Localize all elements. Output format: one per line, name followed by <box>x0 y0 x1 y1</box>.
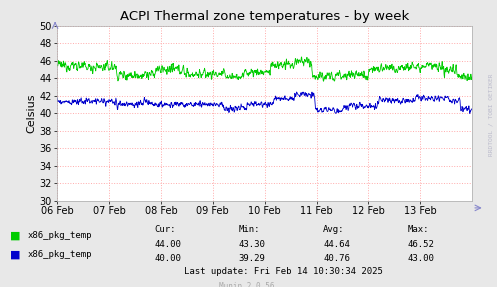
Text: 43.00: 43.00 <box>408 254 434 263</box>
Text: 40.76: 40.76 <box>323 254 350 263</box>
Text: 46.52: 46.52 <box>408 240 434 249</box>
Y-axis label: Celsius: Celsius <box>26 94 36 133</box>
Text: Munin 2.0.56: Munin 2.0.56 <box>219 282 274 287</box>
Text: 44.00: 44.00 <box>154 240 181 249</box>
Text: Cur:: Cur: <box>154 225 175 234</box>
Text: RRDTOOL / TOBI OETIKER: RRDTOOL / TOBI OETIKER <box>489 73 494 156</box>
Text: Max:: Max: <box>408 225 429 234</box>
Text: Last update: Fri Feb 14 10:30:34 2025: Last update: Fri Feb 14 10:30:34 2025 <box>184 267 383 276</box>
Text: Min:: Min: <box>239 225 260 234</box>
Text: 43.30: 43.30 <box>239 240 265 249</box>
Text: Avg:: Avg: <box>323 225 344 234</box>
Text: 44.64: 44.64 <box>323 240 350 249</box>
Text: 40.00: 40.00 <box>154 254 181 263</box>
Title: ACPI Thermal zone temperatures - by week: ACPI Thermal zone temperatures - by week <box>120 10 409 23</box>
Text: ■: ■ <box>10 250 20 260</box>
Text: x86_pkg_temp: x86_pkg_temp <box>27 231 92 240</box>
Text: x86_pkg_temp: x86_pkg_temp <box>27 250 92 259</box>
Text: 39.29: 39.29 <box>239 254 265 263</box>
Text: ■: ■ <box>10 231 20 241</box>
